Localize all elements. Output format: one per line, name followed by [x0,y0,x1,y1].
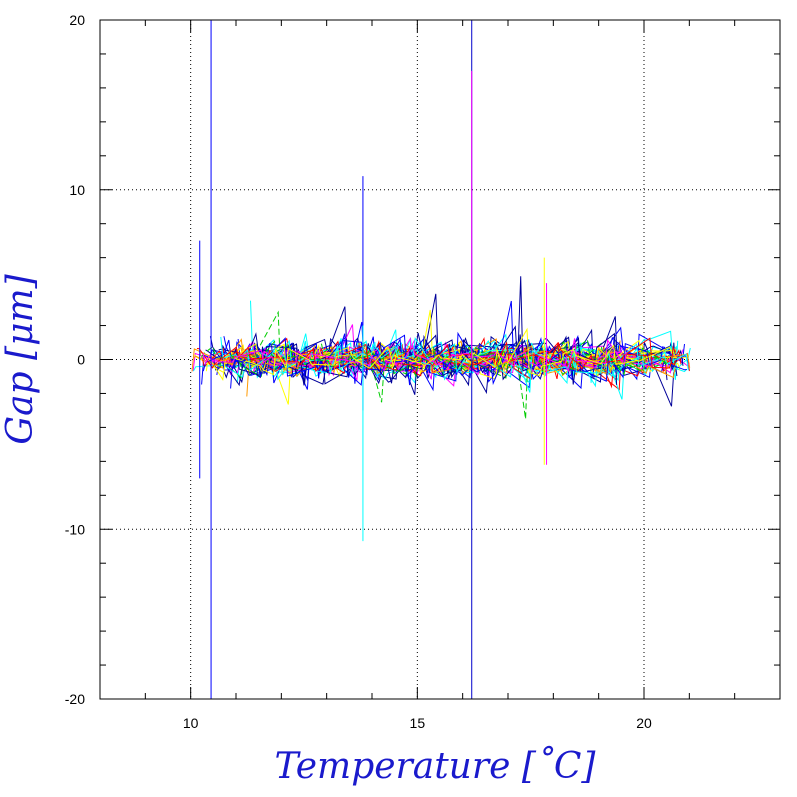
series-line [221,300,687,380]
x-axis-title: Temperature [˚C] [275,746,597,787]
x-tick-label: 20 [636,715,652,731]
y-tick-label: -10 [65,521,85,537]
y-axis-title: Gap [μm] [0,273,41,444]
series-line [196,337,676,373]
y-tick-label: 0 [77,352,85,368]
series-line [243,327,673,377]
spike-group [199,20,548,699]
y-tick-label: 10 [69,182,85,198]
series-line [202,338,627,373]
series-group [191,276,691,420]
y-tick-label: 20 [69,12,85,28]
x-tick-labels: 10 15 20 [183,715,652,731]
y-tick-label: -20 [65,691,85,707]
series-line [230,338,672,378]
y-tick-labels: -20 -10 0 10 20 [65,12,85,707]
series-line [202,337,664,386]
x-tick-label: 10 [183,715,199,731]
series-line [260,338,674,378]
x-tick-label: 15 [410,715,426,731]
plot-frame [99,19,781,700]
